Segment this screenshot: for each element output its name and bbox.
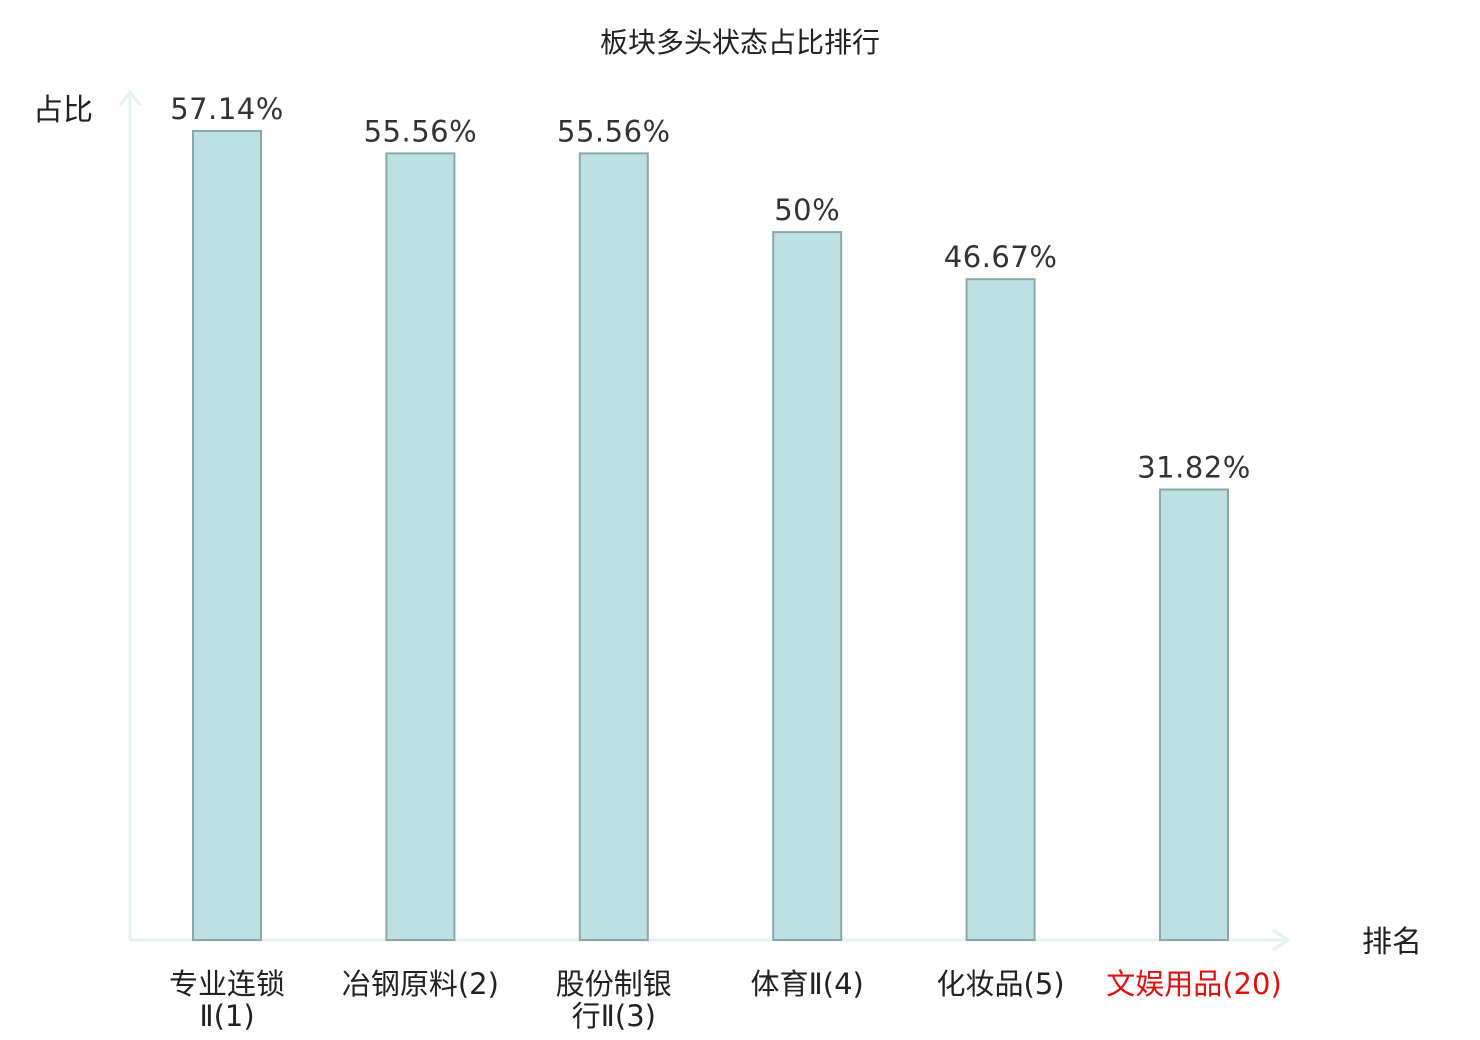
category-labels-group: 专业连锁 Ⅱ(1) 冶钢原料(2) 股份制银行Ⅱ(3) 体育Ⅱ(4) 化妆品(5) 文娱用品… (169, 967, 1282, 1033)
x-axis-label: 排名 (1362, 925, 1422, 960)
chart-title: 板块多头状态占比排行 (600, 26, 880, 59)
category-label-3: 股份制银行Ⅱ(3) (556, 967, 672, 1033)
bar-4 (772, 231, 843, 942)
value-label-1: 57.14% (170, 92, 284, 126)
category-label-4: 体育Ⅱ(4) (751, 967, 864, 1001)
y-axis-label: 占比 (33, 93, 93, 128)
x-axis-arrow (1272, 928, 1291, 952)
y-axis: 占比 (33, 89, 142, 940)
category-label-5: 化妆品(5) (937, 967, 1065, 1001)
category-label-6: 文娱用品(20) (1106, 967, 1282, 1001)
bar-5 (965, 278, 1036, 941)
value-label-5: 46.67% (944, 240, 1058, 274)
category-label-1: 专业连锁 Ⅱ(1) (169, 967, 285, 1033)
x-axis: 排名 (130, 925, 1422, 960)
bar-6 (1159, 488, 1229, 941)
bar-2 (385, 152, 456, 941)
bar-3 (578, 152, 649, 941)
bar-1 (192, 130, 262, 941)
value-label-3: 55.56% (557, 114, 671, 148)
bars-group (192, 130, 1229, 942)
value-label-2: 55.56% (364, 114, 478, 148)
value-label-6: 31.82% (1137, 451, 1251, 485)
category-label-2: 冶钢原料(2) (342, 967, 499, 1001)
value-label-4: 50% (774, 193, 840, 227)
y-axis-arrow (118, 89, 142, 106)
value-labels-group: 57.14% 55.56% 55.56% 50% 46.67% 31.82% (170, 92, 1251, 485)
